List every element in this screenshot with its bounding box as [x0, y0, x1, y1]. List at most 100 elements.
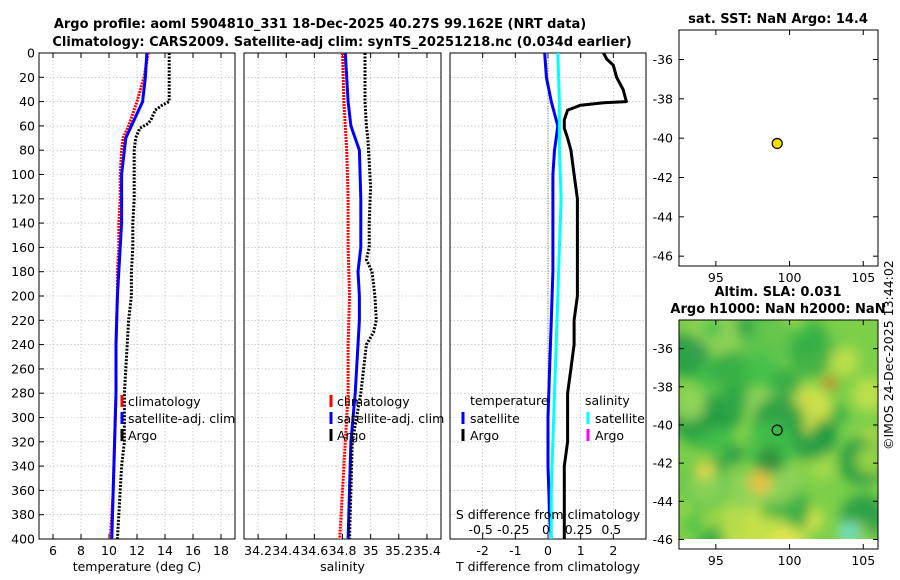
- heatmap-cell: [743, 355, 776, 387]
- y-tick-label: 20: [19, 70, 35, 85]
- heatmap-cell: [723, 443, 745, 465]
- legend-label: satellite: [595, 411, 645, 426]
- top-axis-label: S difference from climatology: [456, 507, 641, 522]
- heatmap-cell: [685, 466, 726, 506]
- series-satellite-adj-clim: [343, 52, 363, 540]
- x-tick-label: 34.8: [329, 543, 357, 558]
- x-axis-label: temperature (deg C): [73, 559, 202, 574]
- x-tick-label: 100: [778, 553, 802, 568]
- x-tick-label: 12: [129, 543, 145, 558]
- argo-location-marker: [771, 424, 783, 436]
- heatmap-cell: [770, 369, 801, 399]
- heatmap-blobs: [679, 320, 878, 539]
- map2-title-line2: Argo h1000: NaN h2000: NaN: [670, 302, 885, 317]
- x-tick-label: 34.4: [272, 543, 300, 558]
- heatmap-cell: [719, 507, 760, 539]
- heatmap-cell: [812, 420, 838, 446]
- y-tick-label: -36: [653, 341, 673, 356]
- y-tick-label: -36: [653, 52, 673, 67]
- x-tick-label: 100: [778, 270, 802, 285]
- series-climatology: [338, 52, 351, 540]
- legend-label: climatology: [337, 394, 410, 409]
- y-tick-label: -40: [653, 417, 673, 432]
- x-axis-label: salinity: [320, 559, 365, 574]
- x-tick-label: 14: [157, 543, 173, 558]
- y-tick-label: -46: [653, 249, 673, 264]
- x-tick-label: 35.4: [413, 543, 441, 558]
- y-tick-label: 40: [19, 94, 35, 109]
- y-tick-label: 120: [11, 191, 35, 206]
- heatmap-cell: [735, 320, 754, 336]
- top-tick-label: -0.25: [497, 522, 529, 537]
- series-temperature-satellite: [543, 52, 560, 540]
- y-tick-label: 240: [11, 337, 35, 352]
- panel-difference: -2 -1 0 1 2T difference from climatology S di…: [449, 52, 647, 574]
- legend-label: Argo: [128, 428, 157, 443]
- y-tick-label: 180: [11, 264, 35, 279]
- heatmap-cell: [829, 404, 849, 425]
- y-tick-label: -42: [653, 170, 673, 185]
- argo-location-marker: [771, 137, 783, 150]
- heatmap-feature: [756, 446, 784, 474]
- x-tick-label: 6: [49, 543, 57, 558]
- x-tick-label: -1: [509, 543, 521, 558]
- x-tick-label: 105: [851, 270, 875, 285]
- y-tick-label: 80: [19, 143, 35, 158]
- x-axis-label: T difference from climatology: [455, 559, 641, 574]
- y-tick-label: 360: [11, 483, 35, 498]
- legend-label: satellite-adj. clim: [337, 411, 444, 426]
- legend-label: climatology: [128, 394, 201, 409]
- heatmap-cell: [829, 345, 860, 376]
- x-tick-label: 34.6: [300, 543, 328, 558]
- y-tick-label: 300: [11, 410, 35, 425]
- x-tick-label: 105: [851, 553, 875, 568]
- heatmap-cell: [852, 377, 878, 412]
- y-tick-label: -40: [653, 131, 673, 146]
- y-tick-label: 260: [11, 361, 35, 376]
- map-frame: [678, 29, 879, 267]
- y-tick-label: 160: [11, 240, 35, 255]
- y-tick-label: -42: [653, 456, 673, 471]
- x-tick-label: 95: [708, 270, 724, 285]
- legend-label: satellite: [470, 411, 520, 426]
- legend-label: Argo: [470, 428, 499, 443]
- figure-title-line2: Climatology: CARS2009. Satellite-adj cli…: [52, 35, 631, 50]
- y-tick-label: -38: [653, 379, 673, 394]
- heatmap-feature: [690, 342, 710, 362]
- y-tick-label: 100: [11, 167, 35, 182]
- heatmap-feature: [823, 376, 837, 390]
- x-tick-label: 8: [77, 543, 85, 558]
- panel-salinity: 34.2 34.4 34.6 34.8 35 35.2 35.4 salinity climat…: [243, 52, 444, 574]
- x-tick-label: 35.2: [385, 543, 413, 558]
- series-salinity-satellite: [549, 52, 563, 539]
- x-tick-label: 95: [708, 553, 724, 568]
- heatmap-cell: [739, 320, 795, 365]
- y-tick-label: 280: [11, 386, 35, 401]
- heatmap-cell: [679, 387, 707, 422]
- y-tick-label: -44: [653, 494, 673, 509]
- legend-title-salinity: salinity: [585, 393, 630, 408]
- x-tick-label: -2: [476, 543, 488, 558]
- x-tick-label: 0: [544, 543, 552, 558]
- y-tick-label: 340: [11, 459, 35, 474]
- heatmap-feature: [748, 470, 772, 494]
- x-tick-label: 18: [213, 543, 229, 558]
- legend-label: Argo: [595, 428, 624, 443]
- heatmap-cell: [684, 512, 705, 532]
- y-tick-label: 60: [19, 118, 35, 133]
- map-frame: [678, 319, 879, 550]
- panel-temperature: 6 8 10 12 14 16 18 temperature (deg C) 0 20 40 60 80…: [11, 46, 236, 574]
- series-satellite-adj-clim: [110, 52, 149, 540]
- y-tick-label: 220: [11, 313, 35, 328]
- series-argo: [348, 53, 378, 540]
- series-argo: [115, 53, 171, 540]
- x-tick-label: 10: [101, 543, 117, 558]
- panel-sst_map: 95 100 105 -36 -38 -40 -42 -44 -46: [653, 29, 879, 285]
- y-tick-label: -46: [653, 532, 673, 547]
- heatmap-cell: [707, 381, 725, 399]
- heatmap-cell: [788, 333, 832, 377]
- y-tick-label: 200: [11, 289, 35, 304]
- heatmap-feature: [696, 461, 714, 479]
- y-tick-label: 320: [11, 434, 35, 449]
